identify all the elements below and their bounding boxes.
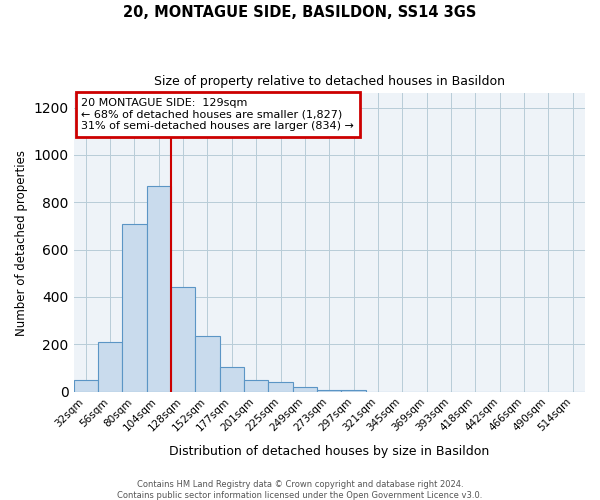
Y-axis label: Number of detached properties: Number of detached properties	[15, 150, 28, 336]
Text: 20, MONTAGUE SIDE, BASILDON, SS14 3GS: 20, MONTAGUE SIDE, BASILDON, SS14 3GS	[124, 5, 476, 20]
Text: Contains HM Land Registry data © Crown copyright and database right 2024.
Contai: Contains HM Land Registry data © Crown c…	[118, 480, 482, 500]
Bar	[171, 288, 196, 392]
Bar	[146, 186, 171, 392]
Bar	[196, 336, 220, 392]
Bar	[74, 380, 98, 392]
Bar	[268, 382, 293, 392]
Bar	[98, 342, 122, 392]
Bar	[220, 367, 244, 392]
Bar	[317, 390, 341, 392]
Bar	[244, 380, 268, 392]
X-axis label: Distribution of detached houses by size in Basildon: Distribution of detached houses by size …	[169, 444, 490, 458]
Title: Size of property relative to detached houses in Basildon: Size of property relative to detached ho…	[154, 75, 505, 88]
Bar	[293, 388, 317, 392]
Text: 20 MONTAGUE SIDE:  129sqm
← 68% of detached houses are smaller (1,827)
31% of se: 20 MONTAGUE SIDE: 129sqm ← 68% of detach…	[81, 98, 354, 131]
Bar	[341, 390, 366, 392]
Bar	[122, 224, 146, 392]
